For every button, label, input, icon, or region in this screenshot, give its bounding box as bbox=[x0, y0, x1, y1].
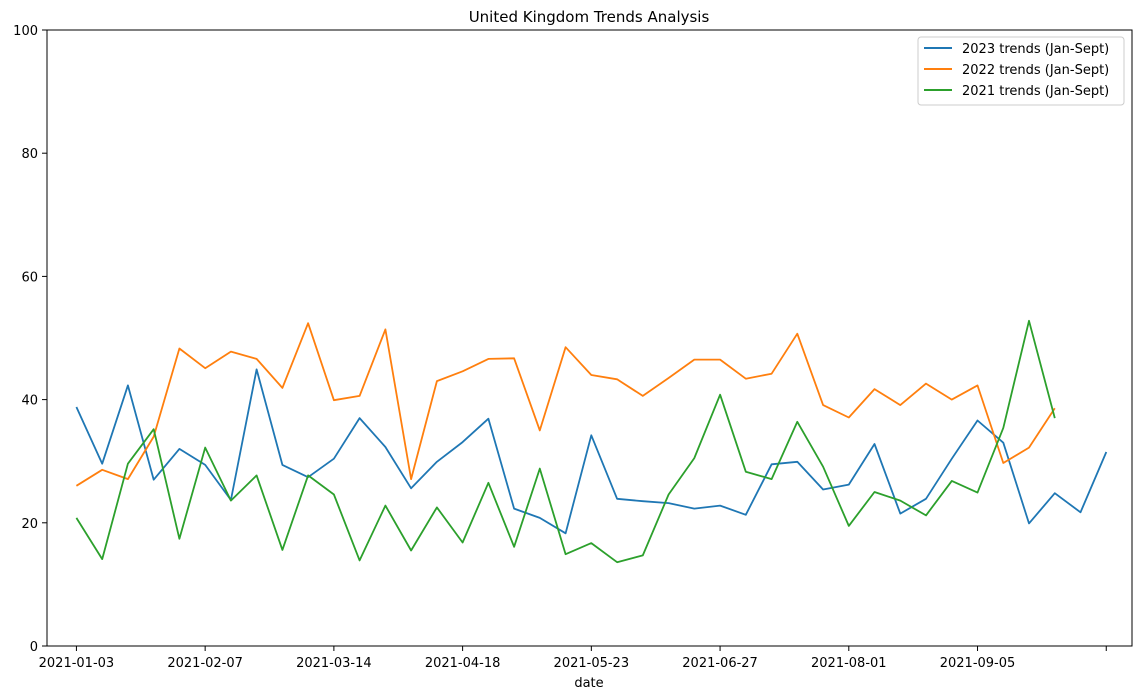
series-line-0 bbox=[75, 368, 1108, 535]
x-axis: 2021-01-03 2021-02-07 2021-03-14 2021-04-18… bbox=[39, 646, 1107, 671]
x-tick-label: 2021-09-05 bbox=[940, 656, 1016, 671]
x-tick-label: 2021-03-14 bbox=[296, 656, 372, 671]
legend-entry-label: 2022 trends (Jan-Sept) bbox=[962, 63, 1109, 78]
legend-entry-label: 2021 trends (Jan-Sept) bbox=[962, 84, 1109, 99]
legend: 2023 trends (Jan-Sept) 2022 trends (Jan-S… bbox=[917, 36, 1125, 106]
x-axis-label: date bbox=[574, 676, 603, 691]
legend-entry-label: 2023 trends (Jan-Sept) bbox=[962, 42, 1109, 57]
y-tick-label: 80 bbox=[21, 147, 38, 162]
series-line-2 bbox=[75, 319, 1056, 564]
x-tick-label: 2021-06-27 bbox=[682, 656, 758, 671]
series-line-1 bbox=[75, 322, 1056, 487]
y-axis: 0 20 40 60 80 100 bbox=[13, 24, 47, 655]
legend-box bbox=[917, 36, 1125, 106]
x-tick-label: 2021-04-18 bbox=[425, 656, 501, 671]
x-tick-label: 2021-01-03 bbox=[39, 656, 115, 671]
y-tick-label: 60 bbox=[21, 270, 38, 285]
y-tick-label: 20 bbox=[21, 517, 38, 532]
x-tick-label: 2021-02-07 bbox=[167, 656, 243, 671]
chart-title: United Kingdom Trends Analysis bbox=[469, 8, 710, 26]
plot-area-frame bbox=[46, 29, 1133, 647]
x-tick-label: 2021-05-23 bbox=[554, 656, 630, 671]
series-lines bbox=[75, 319, 1108, 564]
y-tick-label: 100 bbox=[13, 24, 38, 39]
y-tick-label: 40 bbox=[21, 394, 38, 409]
y-tick-label: 0 bbox=[30, 640, 38, 655]
x-tick-label: 2021-08-01 bbox=[811, 656, 887, 671]
